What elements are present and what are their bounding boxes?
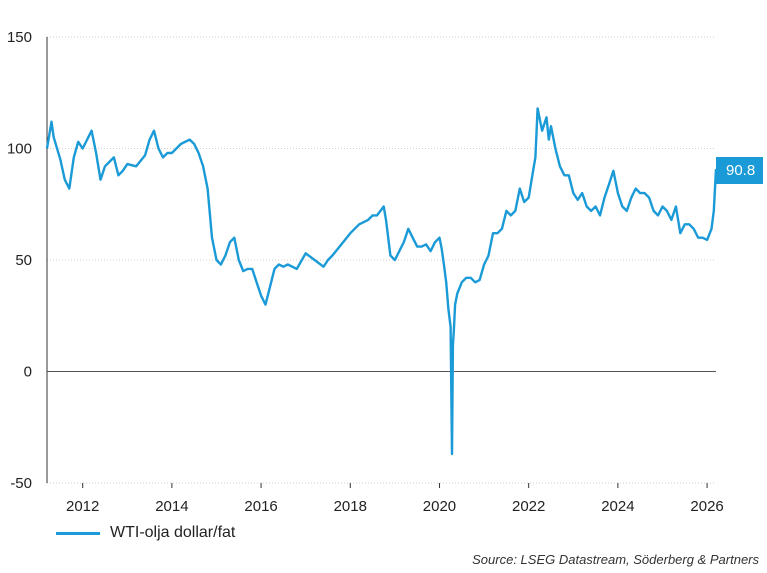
x-tick-label: 2022 [512, 498, 545, 515]
series-line-wti [45, 107, 718, 456]
legend-swatch [56, 531, 100, 535]
x-axis: 2012 2014 2016 2018 2020 2022 2024 2026 [66, 483, 724, 515]
legend-label: WTI-olja dollar/fat [110, 524, 236, 541]
y-tick-label: 0 [24, 364, 32, 381]
chart: 150 100 50 0 -50 2012 2014 2016 2018 2020 2022 202… [7, 29, 724, 515]
x-tick-label: 2024 [601, 498, 634, 515]
y-tick-label: 150 [7, 29, 32, 46]
y-axis: 150 100 50 0 -50 [7, 29, 32, 492]
x-tick-label: 2012 [66, 498, 99, 515]
y-tick-label: -50 [10, 475, 32, 492]
legend: WTI-olja dollar/fat [56, 524, 235, 542]
x-tick-label: 2018 [334, 498, 367, 515]
x-tick-label: 2014 [155, 498, 188, 515]
x-tick-label: 2020 [423, 498, 456, 515]
y-tick-label: 100 [7, 141, 32, 158]
gridlines [47, 36, 716, 484]
last-value-badge: 90.8 [716, 157, 763, 184]
x-tick-label: 2016 [244, 498, 277, 515]
x-tick-label: 2026 [690, 498, 723, 515]
source-note: Source: LSEG Datastream, Söderberg & Par… [472, 552, 759, 567]
y-tick-label: 50 [15, 252, 32, 269]
